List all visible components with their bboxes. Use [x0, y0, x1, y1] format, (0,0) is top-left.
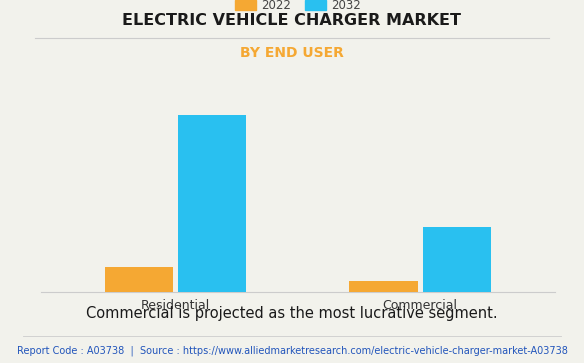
Text: Commercial is projected as the most lucrative segment.: Commercial is projected as the most lucr… — [86, 306, 498, 322]
Bar — [349, 281, 418, 292]
Text: BY END USER: BY END USER — [240, 46, 344, 60]
Text: ELECTRIC VEHICLE CHARGER MARKET: ELECTRIC VEHICLE CHARGER MARKET — [123, 13, 461, 28]
Text: Report Code : A03738  |  Source : https://www.alliedmarketresearch.com/electric-: Report Code : A03738 | Source : https://… — [16, 345, 568, 355]
Legend: 2022, 2032: 2022, 2032 — [230, 0, 366, 17]
Bar — [423, 227, 491, 292]
Bar — [105, 267, 173, 292]
Bar — [178, 115, 246, 292]
